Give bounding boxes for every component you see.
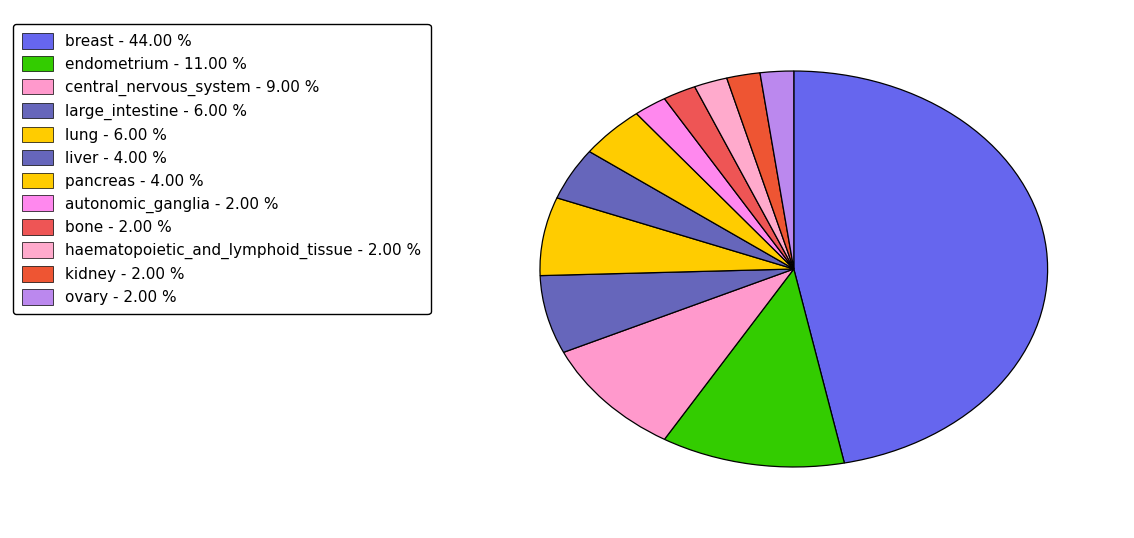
Wedge shape — [590, 114, 794, 269]
Wedge shape — [540, 269, 794, 352]
Wedge shape — [794, 71, 1048, 463]
Wedge shape — [760, 71, 794, 269]
Wedge shape — [665, 87, 794, 269]
Wedge shape — [727, 73, 794, 269]
Wedge shape — [665, 269, 845, 467]
Wedge shape — [557, 152, 794, 269]
Wedge shape — [564, 269, 794, 440]
Legend: breast - 44.00 %, endometrium - 11.00 %, central_nervous_system - 9.00 %, large_: breast - 44.00 %, endometrium - 11.00 %,… — [14, 24, 431, 314]
Wedge shape — [636, 98, 794, 269]
Wedge shape — [695, 78, 794, 269]
Wedge shape — [540, 198, 794, 275]
